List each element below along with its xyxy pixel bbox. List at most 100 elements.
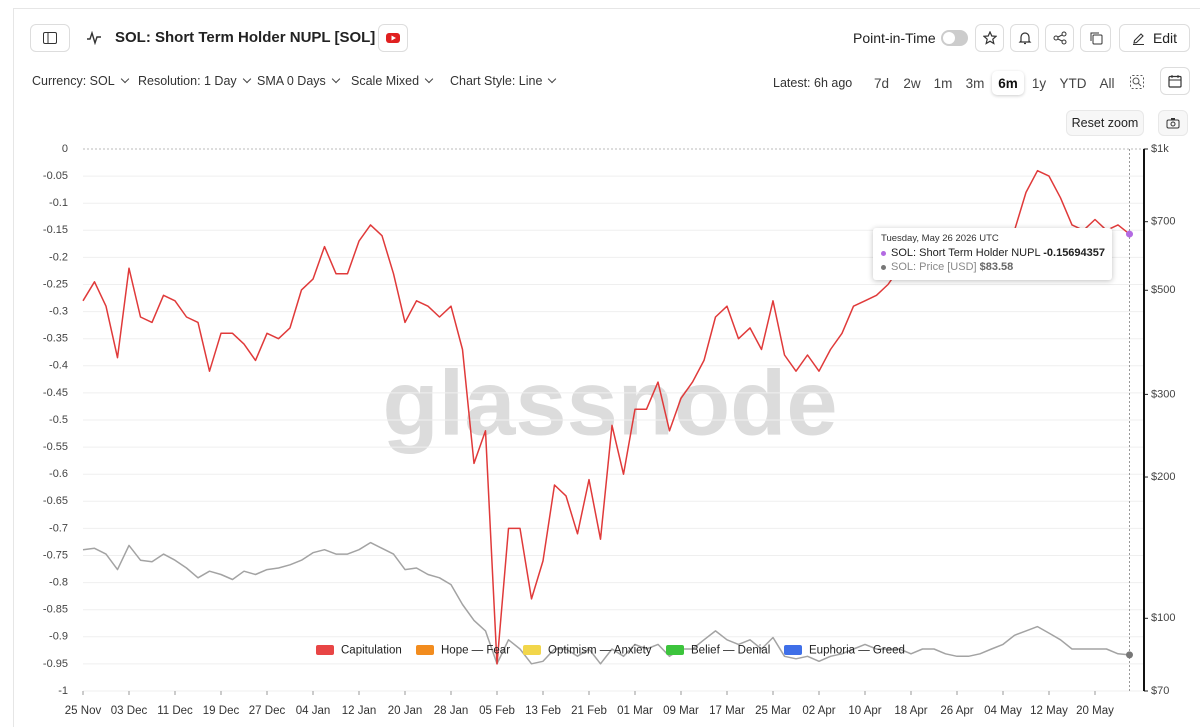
tooltip-value: $83.58 (979, 261, 1014, 273)
metric-icon (87, 31, 101, 45)
panel (13, 8, 1200, 727)
legend-swatch (316, 645, 334, 655)
screenshot-button[interactable] (1158, 110, 1188, 136)
tooltip-series-name: SOL: Short Term Holder NUPL (891, 247, 1041, 259)
dropdown[interactable]: Scale Mixed (351, 74, 432, 88)
range-button[interactable]: 7d (873, 75, 890, 91)
share-icon (1053, 31, 1066, 45)
x-tick-label: 28 Jan (434, 705, 469, 717)
y-tick-label: -0.9 (49, 631, 68, 643)
star-icon (982, 31, 997, 45)
tooltip-series-name: SOL: Price [USD] (891, 261, 977, 273)
tooltip: Tuesday, May 26 2026 UTC SOL: Short Term… (873, 228, 1112, 280)
x-tick-label: 02 Apr (802, 705, 835, 717)
y-tick-label: -0.85 (43, 604, 68, 616)
tooltip-row: SOL: Price [USD] $83.58 (881, 261, 1013, 273)
x-tick-label: 11 Dec (157, 705, 193, 717)
copy-icon (1090, 32, 1102, 45)
sidebar-toggle[interactable] (30, 24, 70, 52)
series-line (82, 541, 1130, 665)
edit-label: Edit (1152, 30, 1178, 46)
dropdown[interactable]: Resolution: 1 Day (138, 74, 250, 88)
alert-button[interactable] (1010, 24, 1039, 52)
y2-tick-label: $500 (1151, 284, 1175, 296)
x-tick-label: 21 Feb (571, 705, 607, 717)
favorite-button[interactable] (975, 24, 1004, 52)
copy-button[interactable] (1080, 24, 1111, 52)
share-button[interactable] (1045, 24, 1074, 52)
x-tick-label: 20 May (1076, 705, 1114, 717)
watermark: glassnode (382, 352, 837, 454)
y2-tick-label: $200 (1151, 471, 1175, 483)
y-tick-label: -0.1 (49, 197, 68, 209)
legend-label: Euphoria — Greed (809, 645, 905, 657)
tooltip-row: SOL: Short Term Holder NUPL -0.15694357 (881, 247, 1105, 259)
y-tick-label: -0.3 (49, 306, 68, 318)
x-tick-label: 20 Jan (388, 705, 423, 717)
range-button[interactable]: 3m (965, 75, 985, 91)
hover-marker (1126, 651, 1133, 659)
x-tick-label: 25 Mar (755, 705, 791, 717)
dropdown[interactable]: SMA 0 Days (257, 74, 339, 88)
y-tick-label: -0.05 (43, 170, 68, 182)
x-tick-label: 03 Dec (111, 705, 148, 717)
camera-icon (1166, 118, 1180, 129)
range-button[interactable]: 1m (933, 75, 953, 91)
x-tick-label: 04 Jan (296, 705, 331, 717)
legend-swatch (666, 645, 684, 655)
range-button[interactable]: All (1099, 75, 1115, 91)
latest-label: Latest: 6h ago (773, 76, 853, 90)
y2-tick-label: $700 (1151, 216, 1175, 228)
x-tick-label: 18 Apr (894, 705, 927, 717)
legend-label: Hope — Fear (441, 645, 510, 657)
x-tick-label: 05 Feb (479, 705, 515, 717)
y2-tick-label: $70 (1151, 685, 1169, 697)
tooltip-date: Tuesday, May 26 2026 UTC (881, 233, 999, 244)
range-button[interactable]: 1y (1031, 75, 1047, 91)
legend-label: Optimism — Anxiety (548, 645, 652, 657)
x-tick-label: 26 Apr (940, 705, 973, 717)
x-tick-label: 12 Jan (342, 705, 377, 717)
youtube-button[interactable] (378, 24, 408, 52)
y-tick-label: -0.95 (43, 658, 68, 670)
x-tick-label: 19 Dec (203, 705, 240, 717)
x-tick-label: 10 Apr (848, 705, 881, 717)
y-tick-label: -1 (58, 685, 68, 697)
x-tick-label: 13 Feb (525, 705, 561, 717)
y-tick-label: -0.65 (43, 495, 68, 507)
y-tick-label: 0 (62, 143, 68, 155)
calendar-icon (1168, 75, 1182, 88)
chart-title: SOL: Short Term Holder NUPL [SOL] (115, 29, 376, 46)
y-tick-label: -0.15 (43, 224, 68, 236)
zoom-search-icon[interactable] (1130, 75, 1144, 89)
edit-button[interactable]: Edit (1119, 24, 1190, 52)
y-tick-label: -0.75 (43, 549, 68, 561)
reset-zoom-button[interactable]: Reset zoom (1066, 110, 1144, 136)
dropdown[interactable]: Chart Style: Line (450, 74, 555, 88)
pencil-icon (1132, 32, 1144, 45)
y-tick-label: -0.4 (49, 360, 68, 372)
bell-icon (1018, 32, 1031, 45)
x-tick-label: 01 Mar (617, 705, 653, 717)
range-button[interactable]: YTD (1059, 75, 1087, 91)
youtube-icon (386, 33, 400, 43)
point-in-time-toggle[interactable] (941, 30, 968, 46)
legend-swatch (416, 645, 434, 655)
y-tick-label: -0.45 (43, 387, 68, 399)
dropdown[interactable]: Currency: SOL (32, 74, 128, 88)
x-tick-label: 09 Mar (663, 705, 699, 717)
range-button[interactable]: 6m (992, 71, 1024, 95)
x-tick-label: 27 Dec (249, 705, 286, 717)
y-tick-label: -0.6 (49, 468, 68, 480)
tooltip-value: -0.15694357 (1043, 247, 1106, 259)
x-tick-label: 04 May (984, 705, 1022, 717)
x-tick-label: 25 Nov (65, 705, 102, 717)
calendar-button[interactable] (1160, 67, 1190, 95)
sidebar-icon (43, 32, 57, 44)
range-button[interactable]: 2w (903, 75, 921, 91)
y-tick-label: -0.8 (49, 577, 68, 589)
y2-tick-label: $100 (1151, 612, 1175, 624)
y-tick-label: -0.35 (43, 333, 68, 345)
y-tick-label: -0.2 (49, 251, 68, 263)
